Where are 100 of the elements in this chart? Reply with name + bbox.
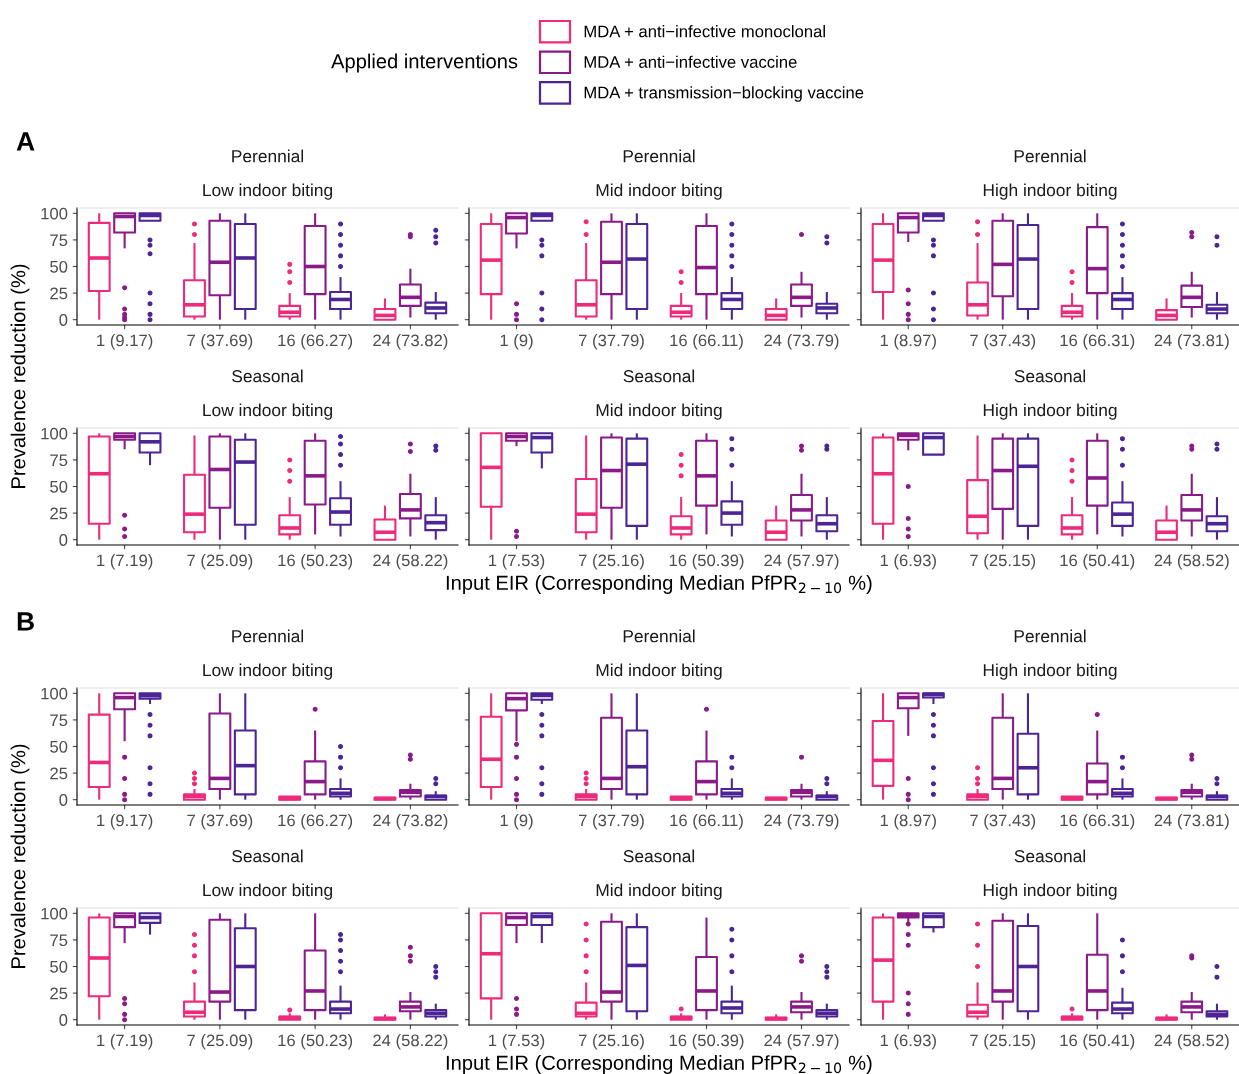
chart-title: Seasonal xyxy=(232,849,303,863)
legend-title: Applied interventions xyxy=(331,53,518,73)
x-tick-label: 16 (50.23) xyxy=(278,554,353,570)
y-tick-label: 0 xyxy=(59,1014,68,1026)
legend-label: MDA + transmission−blocking vaccine xyxy=(584,86,864,102)
x-tick-label: 24 (73.79) xyxy=(764,334,839,350)
chart-subtitle: Low indoor biting xyxy=(203,183,333,200)
y-tick-label: 50 xyxy=(50,260,68,273)
y-tick-label: 75 xyxy=(50,714,68,727)
x-tick-label: 1 (7.53) xyxy=(489,1034,545,1050)
chart-subtitle: Mid indoor biting xyxy=(596,883,722,900)
x-tick-label: 16 (66.11) xyxy=(670,814,743,830)
y-tick-label: 0 xyxy=(59,794,68,806)
x-tick-label: 24 (57.97) xyxy=(764,1034,839,1050)
x-tick-label: 16 (50.41) xyxy=(1060,1034,1135,1050)
chart-subtitle: Mid indoor biting xyxy=(596,403,722,420)
x-axis-title: Input EIR (Corresponding Median PfPR$_{2−10}$ %) xyxy=(446,1055,872,1074)
x-tick-label: 1 (9.17) xyxy=(97,814,153,830)
x-tick-label: 7 (37.79) xyxy=(579,814,644,830)
x-tick-label: 16 (66.31) xyxy=(1060,334,1135,350)
legend-label: MDA + anti−infective vaccine xyxy=(584,55,797,68)
x-tick-label: 24 (73.82) xyxy=(373,334,448,350)
x-tick-label: 16 (66.31) xyxy=(1060,814,1135,830)
x-tick-label: 1 (8.97) xyxy=(880,334,936,350)
x-tick-label: 24 (58.22) xyxy=(373,554,448,570)
chart-subtitle: High indoor biting xyxy=(983,883,1117,900)
y-tick-label: 50 xyxy=(50,740,68,753)
x-tick-label: 24 (57.97) xyxy=(764,554,839,570)
y-tick-label: 25 xyxy=(50,987,68,1000)
chart-title: Perennial xyxy=(623,629,695,643)
x-tick-label: 7 (25.15) xyxy=(970,554,1036,570)
chart-subtitle: Mid indoor biting xyxy=(596,663,722,680)
text: A xyxy=(16,132,35,151)
x-tick-label: 7 (25.09) xyxy=(187,554,253,570)
x-tick-label: 7 (37.69) xyxy=(187,334,253,350)
chart-title: Seasonal xyxy=(623,369,695,383)
x-tick-label: 1 (7.53) xyxy=(489,554,545,570)
y-tick-label: 75 xyxy=(50,454,68,467)
x-tick-label: 7 (37.79) xyxy=(579,334,644,350)
chart-title: Seasonal xyxy=(1014,369,1086,383)
x-tick-label: 24 (73.81) xyxy=(1154,814,1229,830)
chart-title: Seasonal xyxy=(623,849,695,863)
x-tick-label: 7 (37.43) xyxy=(970,334,1036,350)
x-tick-label: 1 (9.17) xyxy=(97,334,153,350)
x-tick-label: 7 (25.15) xyxy=(970,1034,1036,1050)
x-tick-label: 24 (58.22) xyxy=(373,1034,448,1050)
chart-title: Perennial xyxy=(1014,149,1086,163)
x-tick-label: 7 (25.09) xyxy=(187,1034,253,1050)
chart-title: Perennial xyxy=(623,149,695,163)
x-tick-label: 7 (37.69) xyxy=(187,814,253,830)
x-tick-label: 16 (50.39) xyxy=(669,1034,744,1050)
chart-subtitle: High indoor biting xyxy=(983,403,1117,420)
y-tick-label: 75 xyxy=(50,234,68,247)
x-tick-label: 1 (9) xyxy=(500,334,533,350)
x-tick-label: 16 (66.27) xyxy=(278,334,353,350)
x-tick-label: 1 (7.19) xyxy=(97,1034,153,1050)
chart-title: Perennial xyxy=(1014,629,1086,643)
x-tick-label: 16 (50.39) xyxy=(669,554,744,570)
chart-title: Seasonal xyxy=(232,369,303,383)
chart-subtitle: Low indoor biting xyxy=(203,663,333,680)
x-tick-label: 7 (25.16) xyxy=(579,554,644,570)
y-tick-label: 0 xyxy=(59,534,68,546)
y-axis-title: Prevalence reduction (%) xyxy=(10,744,30,968)
y-tick-label: 75 xyxy=(50,934,68,947)
legend-label: MDA + anti−infective monoclonal xyxy=(584,25,825,38)
y-tick-label: 50 xyxy=(50,960,68,973)
chart-subtitle: Low indoor biting xyxy=(203,883,333,900)
y-tick-label: 0 xyxy=(59,314,68,326)
x-tick-label: 7 (25.16) xyxy=(579,1034,644,1050)
x-tick-label: 1 (8.97) xyxy=(880,814,936,830)
x-tick-label: 24 (58.52) xyxy=(1154,1034,1229,1050)
chart-title: Perennial xyxy=(232,629,304,643)
chart-subtitle: Mid indoor biting xyxy=(596,183,722,200)
y-tick-label: 100 xyxy=(41,907,68,920)
x-tick-label: 16 (50.41) xyxy=(1060,554,1135,570)
x-tick-label: 24 (73.82) xyxy=(373,814,448,830)
x-tick-label: 24 (73.81) xyxy=(1154,334,1229,350)
x-tick-label: 7 (37.43) xyxy=(970,814,1036,830)
chart-subtitle: Low indoor biting xyxy=(203,403,333,420)
x-tick-label: 1 (7.19) xyxy=(97,554,153,570)
y-tick-label: 25 xyxy=(50,507,68,520)
x-tick-label: 1 (6.93) xyxy=(880,554,936,570)
y-tick-label: 25 xyxy=(50,767,68,780)
x-tick-label: 16 (66.11) xyxy=(670,334,743,350)
text: B xyxy=(17,612,34,631)
y-tick-label: 100 xyxy=(41,427,68,440)
y-axis-title: Prevalence reduction (%) xyxy=(10,264,30,488)
y-tick-label: 100 xyxy=(41,207,68,220)
x-tick-label: 24 (73.79) xyxy=(764,814,839,830)
chart-subtitle: High indoor biting xyxy=(983,663,1117,680)
chart-subtitle: High indoor biting xyxy=(983,183,1117,200)
x-tick-label: 1 (9) xyxy=(500,814,533,830)
y-tick-label: 50 xyxy=(50,480,68,493)
y-tick-label: 25 xyxy=(50,287,68,300)
x-tick-label: 1 (6.93) xyxy=(880,1034,936,1050)
chart-title: Perennial xyxy=(232,149,304,163)
x-axis-title: Input EIR (Corresponding Median PfPR$_{2−10}$ %) xyxy=(446,575,872,594)
x-tick-label: 16 (50.23) xyxy=(278,1034,353,1050)
chart-title: Seasonal xyxy=(1014,849,1086,863)
x-tick-label: 16 (66.27) xyxy=(278,814,353,830)
